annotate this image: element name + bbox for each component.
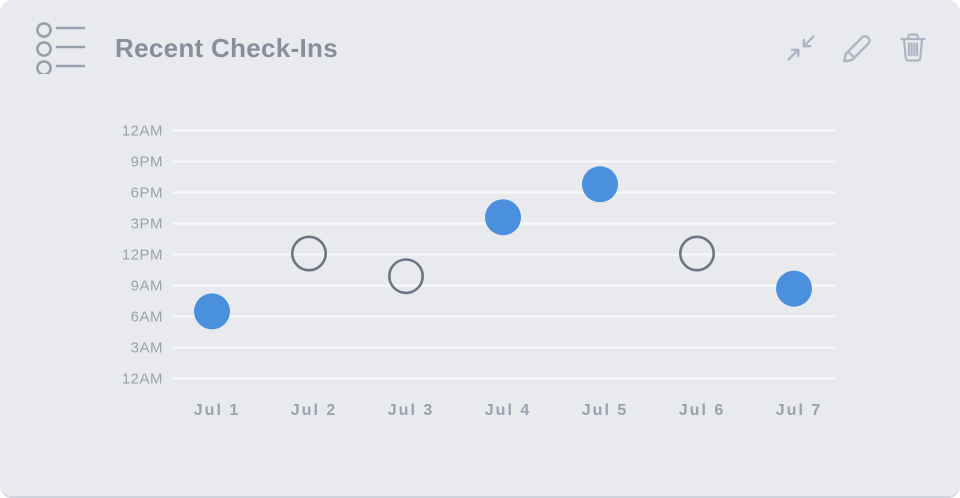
- checkin-point-jul-6[interactable]: [678, 235, 715, 272]
- x-axis-label: Jul 4: [485, 402, 531, 419]
- x-axis-label: Jul 1: [194, 402, 240, 419]
- checkin-point-jul-7[interactable]: [776, 270, 812, 307]
- y-axis-label: 6PM: [131, 185, 163, 202]
- checkin-point-jul-5[interactable]: [582, 166, 618, 203]
- y-axis-label: 12AM: [122, 371, 163, 388]
- checkin-point-jul-4[interactable]: [485, 199, 521, 236]
- checkin-point-jul-1[interactable]: [194, 293, 230, 330]
- checkin-point-jul-2[interactable]: [290, 235, 327, 272]
- y-axis-label: 9AM: [131, 278, 163, 295]
- y-axis-label: 12AM: [122, 123, 163, 140]
- y-axis-label: 3PM: [131, 216, 163, 233]
- x-axis-label: Jul 3: [388, 402, 434, 419]
- collapse-icon[interactable]: [784, 31, 818, 65]
- card-title: Recent Check-Ins: [115, 32, 338, 63]
- y-axis-label: 9PM: [131, 154, 163, 171]
- x-axis-label: Jul 6: [679, 402, 725, 419]
- y-axis-label: 6AM: [131, 309, 163, 326]
- list-icon[interactable]: [35, 22, 87, 74]
- edit-icon[interactable]: [839, 30, 875, 66]
- y-axis-label: 12PM: [122, 247, 163, 264]
- x-axis-label: Jul 5: [582, 402, 628, 419]
- x-axis-label: Jul 2: [291, 402, 337, 419]
- trash-icon[interactable]: [896, 30, 930, 66]
- x-axis-label: Jul 7: [776, 402, 822, 419]
- toolbar: [784, 30, 930, 66]
- y-axis-label: 3AM: [131, 340, 163, 357]
- card-header: Recent Check-Ins: [35, 22, 930, 74]
- checkin-point-jul-3[interactable]: [387, 258, 424, 295]
